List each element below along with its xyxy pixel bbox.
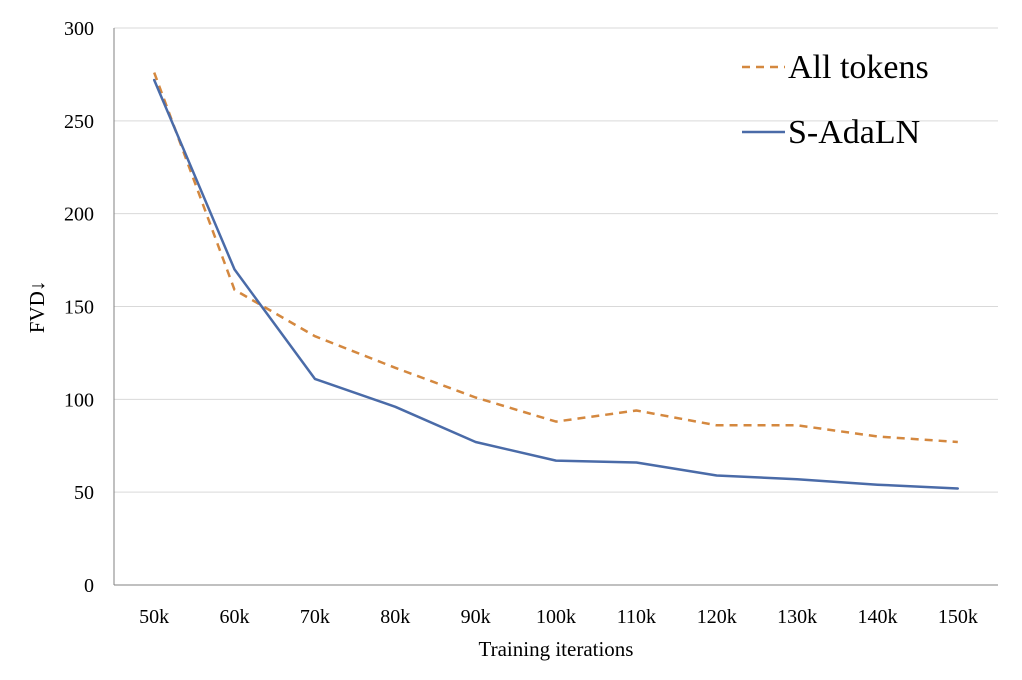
x-tick-label: 70k: [300, 606, 330, 628]
x-axis-title: Training iterations: [479, 637, 634, 661]
legend-label: All tokens: [788, 49, 929, 86]
x-tick-label: 100k: [536, 606, 576, 628]
x-tick-label: 90k: [461, 606, 491, 628]
y-tick-label: 150: [64, 297, 94, 319]
x-tick-label: 120k: [697, 606, 737, 628]
x-tick-label: 60k: [220, 606, 250, 628]
x-tick-label: 140k: [857, 606, 897, 628]
y-tick-label: 300: [64, 18, 94, 40]
x-tick-label: 150k: [938, 606, 978, 628]
series-lines: [152, 72, 960, 490]
y-tick-label: 0: [84, 575, 94, 597]
y-tick-label: 200: [64, 204, 94, 226]
y-axis-title: FVD↓: [25, 281, 49, 334]
x-tick-label: 80k: [380, 606, 410, 628]
x-tick-label: 50k: [139, 606, 169, 628]
y-tick-label: 100: [64, 389, 94, 411]
x-tick-label: 130k: [777, 606, 817, 628]
y-tick-label: 50: [74, 482, 94, 504]
legend-label: S-AdaLN: [788, 114, 920, 151]
x-tick-label: 110k: [617, 606, 656, 628]
legend: All tokens S-AdaLN: [742, 49, 929, 151]
series-line-s-adaln: [152, 78, 960, 490]
y-tick-label: 250: [64, 111, 94, 133]
series-line-all-tokens: [153, 72, 958, 444]
axes: 0 50 100 150 200 250 300 50k 60k 70k 80k 90k 100k 110…: [64, 18, 998, 628]
